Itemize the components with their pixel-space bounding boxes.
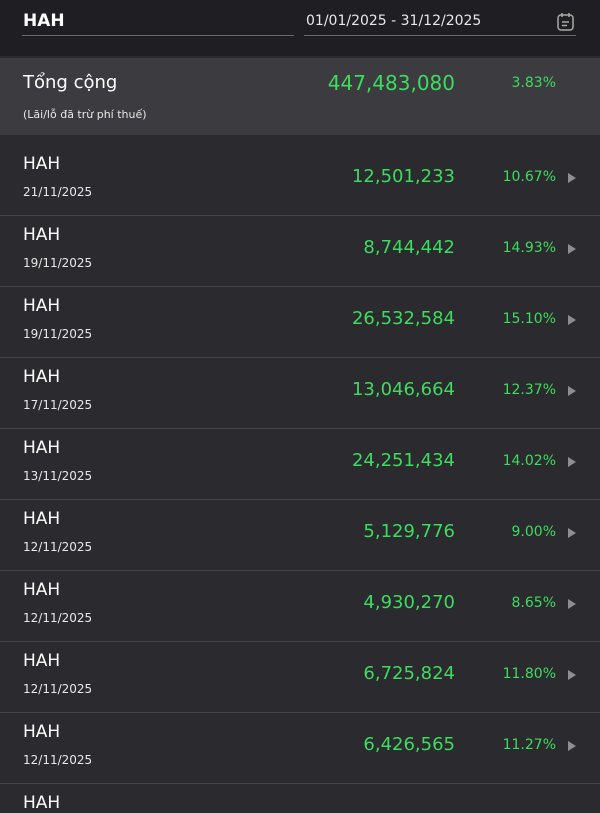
row-chevron[interactable] bbox=[568, 599, 576, 609]
row-date: 21/11/2025 bbox=[23, 185, 93, 199]
row-symbol[interactable]: HAH bbox=[23, 154, 61, 174]
row-percent: 14.93% bbox=[502, 240, 556, 256]
row-date: 12/11/2025 bbox=[23, 682, 93, 696]
total-label: Tổng cộng bbox=[23, 72, 118, 93]
row-chevron[interactable] bbox=[568, 528, 576, 538]
row-separator bbox=[0, 215, 600, 216]
row-chevron[interactable] bbox=[568, 386, 576, 396]
row-separator bbox=[0, 570, 600, 571]
row-value: 24,251,434 bbox=[351, 450, 455, 471]
row-percent: 10.67% bbox=[502, 169, 556, 185]
row-chevron[interactable] bbox=[568, 670, 576, 680]
total-row: Tổng cộng (Lãi/lỗ đã trừ phí thuế) 447,4… bbox=[0, 58, 600, 135]
row-separator bbox=[0, 428, 600, 429]
row-percent: 11.27% bbox=[502, 737, 556, 753]
row-symbol[interactable]: HAH bbox=[23, 580, 61, 600]
row-symbol[interactable]: HAH bbox=[23, 296, 61, 316]
total-value: 447,483,080 bbox=[327, 71, 455, 95]
row-date: 19/11/2025 bbox=[23, 256, 93, 270]
total-percent: 3.83% bbox=[511, 75, 556, 91]
row-chevron[interactable] bbox=[568, 173, 576, 183]
row-percent: 14.02% bbox=[502, 453, 556, 469]
row-date: 12/11/2025 bbox=[23, 540, 93, 554]
row-symbol[interactable]: HAH bbox=[23, 367, 61, 387]
row-value: 8,744,442 bbox=[363, 237, 455, 258]
row-percent: 11.80% bbox=[502, 666, 556, 682]
row-percent: 15.10% bbox=[502, 311, 556, 327]
row-chevron[interactable] bbox=[568, 457, 576, 467]
search-text[interactable]: HAH bbox=[23, 11, 65, 31]
row-separator bbox=[0, 783, 600, 784]
row-date: 13/11/2025 bbox=[23, 469, 93, 483]
row-value: 26,532,584 bbox=[351, 308, 455, 329]
date-range[interactable]: 01/01/2025 - 31/12/2025 bbox=[306, 13, 482, 29]
row-value: 6,426,565 bbox=[363, 734, 455, 755]
row-value: 13,046,664 bbox=[351, 379, 455, 400]
row-separator bbox=[0, 641, 600, 642]
row-value: 12,501,233 bbox=[351, 166, 455, 187]
row-symbol[interactable]: HAH bbox=[23, 225, 61, 245]
row-value: 6,725,824 bbox=[363, 663, 455, 684]
row-symbol[interactable]: HAH bbox=[23, 438, 61, 458]
row-symbol[interactable]: HAH bbox=[23, 509, 61, 529]
row-separator bbox=[0, 712, 600, 713]
calendar-icon[interactable] bbox=[556, 12, 576, 32]
row-value: 5,129,776 bbox=[363, 521, 455, 542]
row-symbol[interactable]: HAH bbox=[23, 793, 61, 813]
row-date: 19/11/2025 bbox=[23, 327, 93, 341]
row-percent: 9.00% bbox=[511, 524, 556, 540]
row-separator bbox=[0, 286, 600, 287]
row-value: 4,930,270 bbox=[363, 592, 455, 613]
row-chevron[interactable] bbox=[568, 244, 576, 254]
row-percent: 8.65% bbox=[511, 595, 556, 611]
total-note: (Lãi/lỗ đã trừ phí thuế) bbox=[23, 108, 147, 121]
row-date: 12/11/2025 bbox=[23, 753, 93, 767]
row-date: 12/11/2025 bbox=[23, 611, 93, 625]
row-percent: 12.37% bbox=[502, 382, 556, 398]
search-underline bbox=[22, 35, 294, 36]
row-symbol[interactable]: HAH bbox=[23, 651, 61, 671]
header: HAH 01/01/2025 - 31/12/2025 bbox=[0, 0, 600, 56]
row-chevron[interactable] bbox=[568, 315, 576, 325]
date-underline bbox=[304, 35, 576, 36]
row-separator bbox=[0, 499, 600, 500]
row-chevron[interactable] bbox=[568, 741, 576, 751]
row-symbol[interactable]: HAH bbox=[23, 722, 61, 742]
row-date: 17/11/2025 bbox=[23, 398, 93, 412]
row-separator bbox=[0, 357, 600, 358]
